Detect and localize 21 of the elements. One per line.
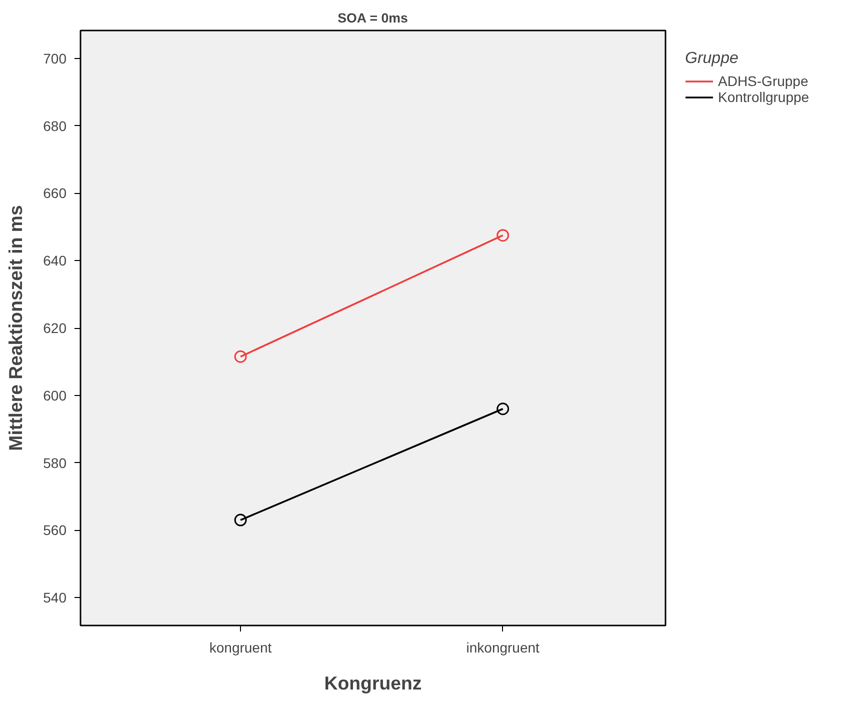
y-tick-label: 640 [43, 252, 67, 269]
point [234, 350, 247, 363]
point [234, 514, 247, 526]
legend-label: Kontrollgruppe [718, 89, 810, 105]
point [496, 402, 510, 416]
x-axis-title: Kongruenz [324, 672, 422, 694]
y-tick-label: 660 [43, 185, 67, 202]
y-tick-label: 540 [43, 590, 67, 606]
point [496, 229, 510, 242]
chart-title: SOA = 0ms [338, 10, 408, 26]
y-axis-title: Mittlere Reaktionszeit in ms [5, 205, 26, 451]
legend-label: ADHS-Gruppe [718, 73, 808, 89]
y-tick-label: 680 [43, 118, 67, 134]
legend-title: Gruppe [685, 50, 740, 68]
y-tick-label: 560 [43, 522, 67, 538]
x-tick-label: inkongruent [466, 640, 540, 656]
y-tick-label: 620 [43, 320, 67, 336]
y-tick-label: 600 [43, 387, 67, 404]
x-tick-label: kongruent [209, 640, 272, 656]
y-tick-label: 700 [43, 50, 67, 66]
y-tick-label: 580 [43, 454, 67, 471]
